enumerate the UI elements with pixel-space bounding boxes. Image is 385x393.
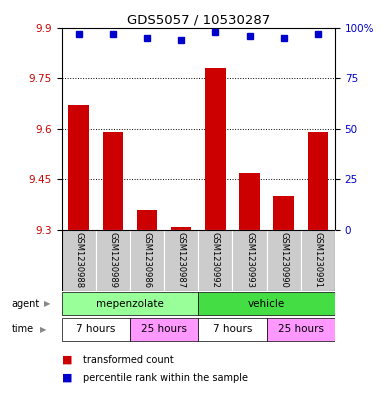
Bar xyxy=(198,292,335,315)
Text: time: time xyxy=(12,324,33,334)
Text: 7 hours: 7 hours xyxy=(213,324,252,334)
Bar xyxy=(102,132,123,230)
Bar xyxy=(130,230,164,291)
Text: vehicle: vehicle xyxy=(248,299,285,309)
Title: GDS5057 / 10530287: GDS5057 / 10530287 xyxy=(127,13,270,26)
Text: GSM1230989: GSM1230989 xyxy=(108,232,117,288)
Text: GSM1230991: GSM1230991 xyxy=(313,232,322,288)
Text: ■: ■ xyxy=(62,373,72,383)
Text: percentile rank within the sample: percentile rank within the sample xyxy=(83,373,248,383)
Bar xyxy=(130,318,198,341)
Bar xyxy=(62,230,96,291)
Bar xyxy=(205,68,226,230)
Text: ▶: ▶ xyxy=(40,325,47,334)
Text: 25 hours: 25 hours xyxy=(141,324,187,334)
Bar xyxy=(62,318,130,341)
Text: GSM1230987: GSM1230987 xyxy=(177,232,186,288)
Text: 7 hours: 7 hours xyxy=(76,324,116,334)
Bar xyxy=(137,210,157,230)
Bar xyxy=(273,196,294,230)
Bar xyxy=(308,132,328,230)
Text: GSM1230990: GSM1230990 xyxy=(279,232,288,288)
Bar xyxy=(239,173,260,230)
Bar xyxy=(301,230,335,291)
Bar xyxy=(233,230,266,291)
Bar xyxy=(69,105,89,230)
Bar xyxy=(171,226,191,230)
Bar xyxy=(266,318,335,341)
Bar xyxy=(164,230,198,291)
Bar xyxy=(96,230,130,291)
Text: mepenzolate: mepenzolate xyxy=(96,299,164,309)
Text: ■: ■ xyxy=(62,354,72,365)
Bar xyxy=(266,230,301,291)
Text: 25 hours: 25 hours xyxy=(278,324,324,334)
Text: agent: agent xyxy=(12,299,40,309)
Bar xyxy=(198,318,266,341)
Bar xyxy=(62,292,198,315)
Text: GSM1230992: GSM1230992 xyxy=(211,232,220,288)
Bar xyxy=(198,230,233,291)
Text: ▶: ▶ xyxy=(44,299,51,308)
Text: GSM1230993: GSM1230993 xyxy=(245,232,254,288)
Text: transformed count: transformed count xyxy=(83,354,174,365)
Text: GSM1230988: GSM1230988 xyxy=(74,232,83,288)
Text: GSM1230986: GSM1230986 xyxy=(142,232,152,288)
